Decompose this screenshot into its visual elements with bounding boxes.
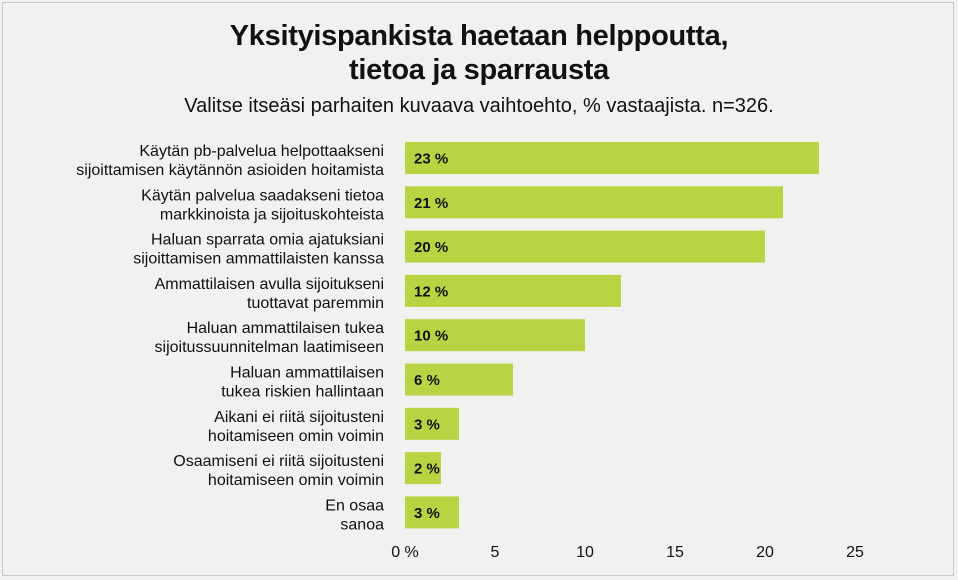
category-label-2-line-2: markkinoista ja sijoituskohteista [160,206,384,223]
x-tick-label-5: 5 [491,544,500,561]
chart-title-line-1: Yksityispankista haetaan helppoutta, [229,20,729,52]
category-label-3-line-2: sijoittamisen ammattilaisten kanssa [133,251,384,268]
x-tick-label-25: 25 [846,544,864,561]
x-tick-label-0: 0 % [391,544,419,561]
category-label-7-line-1: Aikani ei riitä sijoitusteni [214,409,384,426]
data-label-7: 3 % [414,416,440,433]
data-label-4: 12 % [414,283,448,300]
category-label-4-line-1: Ammattilaisen avulla sijoitukseni [155,276,384,293]
data-label-6: 6 % [414,372,440,389]
category-label-4-line-2: tuottavat paremmin [247,295,384,312]
category-label-8-line-1: Osaamiseni ei riitä sijoitusteni [173,453,384,470]
category-label-6-line-2: tukea riskien hallintaan [221,384,384,401]
bar-9 [405,496,459,529]
bar-6 [405,363,513,396]
category-label-8-line-2: hoitamiseen omin voimin [208,472,384,489]
data-label-5: 10 % [414,328,448,345]
bar-2 [405,186,783,219]
category-label-1-line-2: sijoittamisen käytännön asioiden hoitami… [76,162,384,179]
x-tick-label-20: 20 [756,544,774,561]
category-label-7-line-2: hoitamiseen omin voimin [208,428,384,445]
bar-7 [405,407,459,440]
category-label-3-line-1: Haluan sparrata omia ajatuksiani [151,232,384,249]
x-tick-label-10: 10 [576,544,594,561]
bar-3 [405,230,765,263]
chart-subtitle: Valitse itseäsi parhaiten kuvaava vaihto… [184,95,774,117]
bar-4 [405,274,621,307]
category-label-5-line-1: Haluan ammattilaisen tukea [187,320,385,337]
data-label-9: 3 % [414,505,440,522]
data-label-8: 2 % [414,461,440,478]
category-label-2-line-1: Käytän palvelua saadakseni tietoa [141,187,384,204]
bar-1 [405,142,819,174]
x-tick-label-15: 15 [666,544,684,561]
category-label-9-line-1: En osaa [325,497,384,514]
bar-8 [405,452,441,485]
data-label-1: 23 % [414,151,448,168]
data-label-3: 20 % [414,239,448,256]
bar-5 [405,319,585,352]
chart-title-line-2: tietoa ja sparrausta [349,54,609,86]
category-label-9-line-2: sanoa [340,516,384,533]
category-label-6-line-1: Haluan ammattilaisen [230,365,384,382]
category-label-5-line-2: sijoitussuunnitelman laatimiseen [155,339,384,356]
category-label-1-line-1: Käytän pb-palvelua helpottaakseni [139,143,384,160]
data-label-2: 21 % [414,195,448,212]
